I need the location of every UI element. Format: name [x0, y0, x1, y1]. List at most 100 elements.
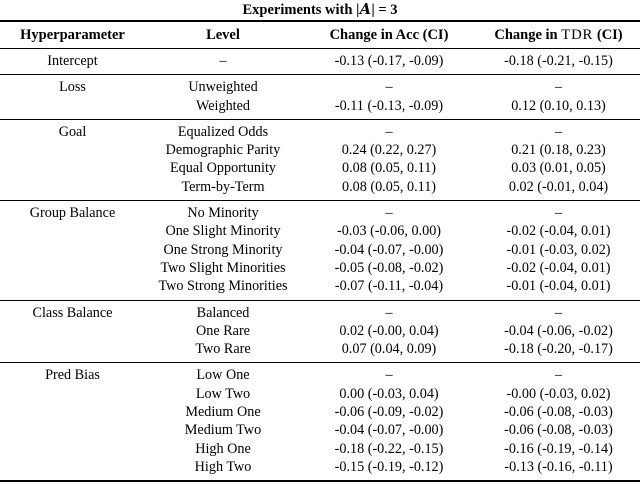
tdr-value-cell: 0.03 (0.01, 0.05) [511, 160, 606, 177]
acc-value-cell: 0.07 (0.04, 0.09) [341, 341, 437, 358]
acc-value-cell: 0.24 (0.22, 0.27) [341, 142, 437, 159]
acc-value-cell: 0.02 (-0.00, 0.04) [339, 322, 439, 339]
table-row: Term-by-Term 0.08 (0.05, 0.11) 0.02 (-0.01… [0, 178, 640, 201]
hyperparameter-cell: Class Balance [32, 304, 113, 321]
table-row: Medium Two -0.04 (-0.07, -0.00) -0.06 (-0.… [0, 421, 640, 439]
table-row: Weighted -0.11 (-0.13, -0.09) 0.12 (0.10, … [0, 97, 640, 120]
title-value: 3 [390, 2, 398, 18]
level-cell: Balanced [196, 304, 250, 321]
level-cell: Weighted [195, 97, 250, 114]
tdr-value-cell: -0.16 (-0.19, -0.14) [504, 440, 613, 457]
hyperparameter-cell: Loss [59, 79, 86, 96]
tdr-value-cell: – [554, 304, 563, 321]
tdr-value-cell: -0.18 (-0.21, -0.15) [504, 53, 613, 69]
acc-value-cell: – [385, 205, 393, 222]
table-row: Two Slight Minorities -0.05 (-0.08, -0.02… [0, 259, 640, 277]
tdr-value-cell: – [554, 367, 563, 384]
section-group-balance: Group Balance No Minority – – One Slight Min… [0, 200, 640, 300]
section-class-balance: Class Balance Balanced – – One Rare 0.02 (-0.… [0, 300, 640, 363]
level-cell: Equal Opportunity [170, 160, 276, 177]
tdr-value-cell: 0.12 (0.10, 0.13) [511, 97, 606, 114]
hyperparameter-cell: Goal [58, 123, 87, 140]
level-cell: High One [195, 440, 251, 457]
tdr-value-cell: -0.13 (-0.16, -0.11) [504, 458, 613, 475]
table-header: Hyperparameter Level Change in Acc (CI) … [0, 22, 640, 49]
tdr-value-cell: -0.01 (-0.04, 0.01) [506, 278, 611, 295]
hyperparameter-cell: Pred Bias [45, 367, 100, 384]
table-row: Low Two 0.00 (-0.03, 0.04) -0.00 (-0.03, 0… [0, 385, 640, 403]
hyperparameter-cell: Intercept [47, 53, 98, 69]
section-goal: Goal Equalized Odds – – Demographic Parity 0.… [0, 119, 640, 200]
tdr-value-cell: -0.04 (-0.06, -0.02) [504, 322, 613, 339]
tdr-header-prefix: Change in [494, 27, 562, 43]
level-cell: Two Strong Minorities [158, 278, 288, 295]
table-row: Loss Unweighted – – [0, 75, 640, 97]
level-cell: Medium Two [184, 422, 262, 439]
acc-value-cell: -0.03 (-0.06, 0.00) [336, 223, 442, 240]
level-cell: One Strong Minority [163, 241, 283, 258]
acc-value-cell: – [385, 79, 393, 96]
acc-value-cell: -0.04 (-0.07, -0.00) [334, 422, 444, 439]
table-row: High One -0.18 (-0.22, -0.15) -0.16 (-0.19… [0, 440, 640, 458]
experiments-table: Hyperparameter Level Change in Acc (CI) … [0, 22, 640, 483]
column-header-hyperparameter: Hyperparameter [0, 22, 145, 49]
acc-value-cell: -0.18 (-0.22, -0.15) [334, 440, 444, 457]
table-title: Experiments with |A| = 3 [0, 0, 640, 22]
acc-value-cell: – [385, 123, 393, 140]
tdr-value-cell: -0.01 (-0.03, 0.02) [506, 241, 611, 258]
table-row: One Strong Minority -0.04 (-0.07, -0.00) -… [0, 241, 640, 259]
acc-value-cell: – [385, 304, 393, 321]
level-cell: Demographic Parity [165, 142, 281, 159]
acc-value-cell: 0.08 (0.05, 0.11) [341, 178, 437, 195]
tdr-value-cell: -0.06 (-0.08, -0.03) [504, 404, 613, 421]
table-row: High Two -0.15 (-0.19, -0.12) -0.13 (-0.16… [0, 458, 640, 481]
title-equals: = [374, 2, 391, 18]
level-cell: Unweighted [188, 79, 258, 96]
section-intercept: Intercept – -0.13 (-0.17, -0.09) -0.18 (-0.… [0, 49, 640, 75]
section-loss: Loss Unweighted – – Weighted -0.11 (-0.13, -0… [0, 74, 640, 120]
tdr-header-suffix: (CI) [593, 27, 623, 43]
column-header-level: Level [145, 22, 301, 49]
tdr-value-cell: 0.02 (-0.01, 0.04) [508, 178, 609, 195]
title-prefix: Experiments with [242, 2, 357, 18]
table-row: Demographic Parity 0.24 (0.22, 0.27) 0.21 … [0, 141, 640, 159]
acc-value-cell: -0.04 (-0.07, -0.00) [334, 241, 444, 258]
section-pred-bias: Pred Bias Low One – – Low Two 0.00 (-0.03, 0.… [0, 362, 640, 481]
level-cell: Two Rare [195, 341, 251, 358]
acc-value-cell: -0.06 (-0.09, -0.02) [334, 404, 444, 421]
tdr-value-cell: – [554, 205, 563, 222]
tdr-value-cell: -0.02 (-0.04, 0.01) [506, 259, 611, 276]
acc-value-cell: 0.08 (0.05, 0.11) [341, 160, 437, 177]
acc-value-cell: -0.15 (-0.19, -0.12) [334, 458, 444, 475]
acc-value-cell: -0.07 (-0.11, -0.04) [334, 278, 444, 295]
level-cell: One Slight Minority [165, 223, 281, 240]
tdr-value-cell: – [554, 123, 563, 140]
tdr-acronym: TDR [561, 27, 594, 43]
table-row: One Slight Minority -0.03 (-0.06, 0.00) -0… [0, 222, 640, 240]
tdr-value-cell: 0.21 (0.18, 0.23) [511, 142, 606, 159]
tdr-value-cell: -0.00 (-0.03, 0.02) [506, 385, 611, 402]
tdr-value-cell: -0.06 (-0.08, -0.03) [504, 422, 613, 439]
acc-value-cell: -0.11 (-0.13, -0.09) [334, 97, 444, 114]
script-a-symbol: A [359, 1, 372, 18]
level-cell: Low One [196, 367, 250, 384]
table-row: Class Balance Balanced – – [0, 300, 640, 322]
level-cell: Term-by-Term [181, 178, 265, 195]
tdr-value-cell: -0.02 (-0.04, 0.01) [506, 223, 611, 240]
table-row: Group Balance No Minority – – [0, 201, 640, 223]
cardinality-open-bar: | [356, 2, 360, 18]
table-row: Intercept – -0.13 (-0.17, -0.09) -0.18 (-0.… [0, 49, 640, 75]
column-header-tdr: Change in TDR (CI) [477, 22, 640, 49]
acc-value-cell: -0.05 (-0.08, -0.02) [334, 259, 444, 276]
table-row: One Rare 0.02 (-0.00, 0.04) -0.04 (-0.06, … [0, 322, 640, 340]
hyperparameter-cell: Group Balance [29, 205, 116, 222]
level-cell: Low Two [195, 385, 251, 402]
table-row: Medium One -0.06 (-0.09, -0.02) -0.06 (-0.… [0, 403, 640, 421]
acc-value-cell: 0.00 (-0.03, 0.04) [339, 385, 439, 402]
level-cell: Two Slight Minorities [160, 259, 286, 276]
tdr-value-cell: – [554, 79, 563, 96]
cardinality-close-bar: | [371, 2, 375, 18]
table-row: Two Rare 0.07 (0.04, 0.09) -0.18 (-0.20, -… [0, 340, 640, 363]
level-cell: No Minority [187, 205, 259, 222]
